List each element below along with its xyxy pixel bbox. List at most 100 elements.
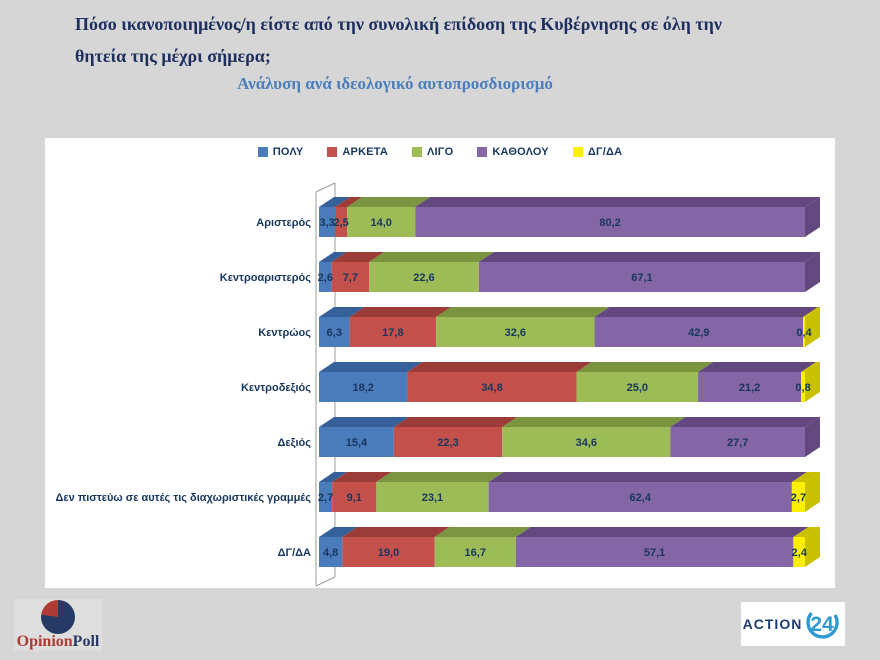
legend-label: ΑΡΚΕΤΑ (342, 146, 389, 158)
category-label: Κεντρώος (258, 327, 311, 339)
legend-item: ΑΡΚΕΤΑ (327, 146, 388, 158)
bar-segment (594, 317, 804, 347)
bar-segment (369, 262, 479, 292)
value-label: 16,7 (465, 547, 486, 559)
bar-segment (319, 207, 336, 237)
legend-label: ΛΙΓΟ (427, 146, 454, 158)
bar-segment (331, 262, 370, 292)
bar-segment (803, 317, 805, 347)
value-label: 57,1 (644, 547, 665, 559)
value-label: 23,1 (422, 492, 443, 504)
bar-segment (407, 372, 577, 402)
chart-header: Πόσο ικανοποιημένος/η είστε από την συνο… (75, 8, 815, 94)
page-title-line1: Πόσο ικανοποιημένος/η είστε από την συνο… (75, 14, 722, 34)
bar-top-face (319, 527, 358, 537)
bar-top-face (670, 417, 820, 427)
value-label: 2,4 (792, 547, 808, 559)
legend-swatch-icon (572, 147, 583, 157)
value-label: 18,2 (353, 382, 374, 394)
bar-side-face (805, 307, 820, 347)
legend-item: ΚΑΘΟΛΟΥ (477, 146, 549, 158)
value-label: 25,0 (627, 382, 648, 394)
chart-subtitle: Ανάλυση ανά ιδεολογικό αυτοπροσδιορισμό (237, 74, 553, 93)
bar-segment (670, 427, 805, 457)
bar-top-face (319, 197, 351, 207)
bar-top-face (502, 417, 686, 427)
bar-top-face (698, 362, 817, 372)
bar-segment (698, 372, 802, 402)
bar-side-face (805, 417, 820, 457)
bar-top-face (319, 307, 365, 317)
value-label: 2,7 (318, 492, 333, 504)
legend-swatch-icon (327, 147, 338, 157)
action24-word: ACTION (742, 616, 803, 632)
opinionpoll-word1: Opinion (16, 633, 73, 650)
bar-side-face (805, 197, 820, 237)
bar-top-face (594, 307, 819, 317)
bar-top-face (331, 252, 385, 262)
bar-top-face (349, 307, 452, 317)
bar-segment (319, 372, 408, 402)
category-label: Κεντροδεξιός (241, 382, 311, 394)
bar-segment (415, 207, 805, 237)
page-title-line2: θητεία της μέχρι σήμερα; (75, 46, 271, 66)
value-label: 17,8 (382, 327, 403, 339)
category-label: Κεντροαριστερός (220, 272, 312, 284)
bar-segment (515, 537, 794, 567)
legend-label: ΚΑΘΟΛΟΥ (492, 146, 549, 158)
action24-logo: ACTION 24 (741, 602, 845, 646)
value-label: 22,3 (437, 437, 458, 449)
legend-swatch-icon (477, 147, 488, 157)
value-label: 22,6 (413, 272, 434, 284)
value-label: 2,5 (333, 217, 348, 229)
value-label: 21,2 (739, 382, 760, 394)
bar-segment (393, 427, 503, 457)
value-label: 67,1 (631, 272, 652, 284)
bar-side-face (805, 472, 820, 512)
value-label: 42,9 (688, 327, 709, 339)
wall-bottom-edge (315, 576, 336, 587)
bar-top-face (319, 417, 409, 427)
value-label: 7,7 (343, 272, 358, 284)
bar-segment (319, 482, 333, 512)
bar-top-face (369, 252, 494, 262)
bar-top-face (393, 417, 518, 427)
bar-segment (319, 427, 394, 457)
category-label: Δεν πιστεύω σε αυτές τις διαχωριστικές γ… (56, 492, 312, 504)
bar-segment (791, 482, 805, 512)
bar-top-face (319, 252, 347, 262)
bar-segment (434, 537, 516, 567)
bar-top-face (576, 362, 714, 372)
bar-top-face (488, 472, 807, 482)
bar-top-face (319, 362, 423, 372)
bar-top-face (407, 362, 592, 372)
value-label: 3,3 (319, 217, 334, 229)
legend-item: ΠΟΛΥ (257, 146, 304, 158)
bar-side-face (805, 362, 820, 402)
bar-top-face (801, 362, 820, 372)
bar-segment (347, 207, 416, 237)
category-label: ΔΓ/ΔΑ (278, 547, 311, 559)
bar-top-face (342, 527, 450, 537)
bar-segment (801, 372, 805, 402)
value-label: 62,4 (630, 492, 652, 504)
bar-top-face (515, 527, 809, 537)
value-label: 0,4 (796, 327, 812, 339)
legend-label: ΔΓ/ΔΑ (587, 146, 623, 158)
value-label: 34,6 (576, 437, 597, 449)
bar-segment (576, 372, 699, 402)
opinionpoll-logo: OpinionPoll (14, 599, 102, 651)
category-label: Δεξιός (277, 437, 311, 449)
bar-top-face (319, 472, 348, 482)
bar-segment (332, 482, 377, 512)
chart-svg: Αριστερός 3,32,5 14,0 80,2 Κεντροαριστερός 2,… (56, 182, 820, 587)
bar-segment (793, 537, 805, 567)
bar-segment (319, 262, 332, 292)
opinionpoll-wordmark: OpinionPoll (17, 634, 100, 650)
bar-side-face (805, 252, 820, 292)
value-label: 15,4 (346, 437, 368, 449)
bar-segment (502, 427, 671, 457)
bar-top-face (415, 197, 820, 207)
bar-segment (349, 317, 437, 347)
bar-top-face (478, 252, 820, 262)
